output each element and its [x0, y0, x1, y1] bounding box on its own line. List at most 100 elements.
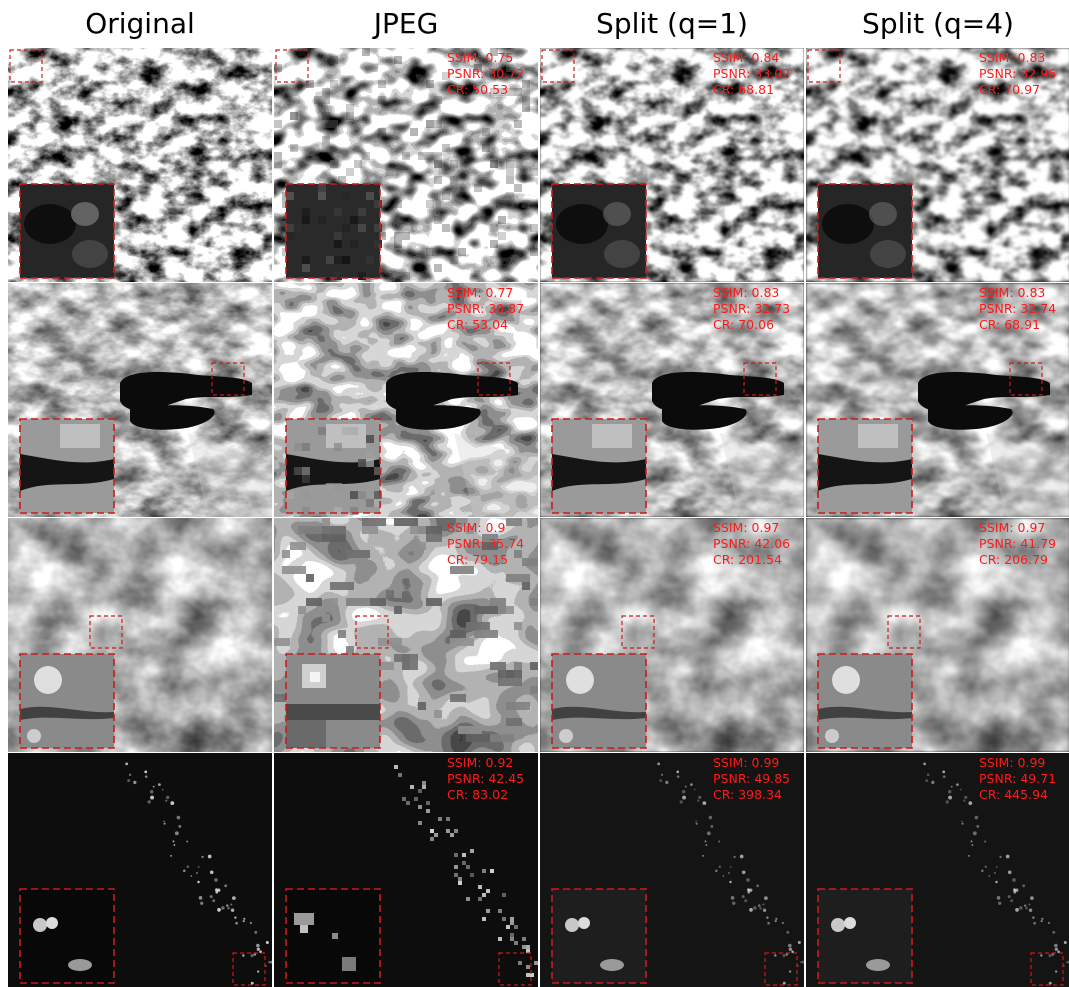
ssim-value: SSIM: 0.99 [979, 755, 1069, 771]
metrics-label: SSIM: 0.92 PSNR: 42.45 CR: 83.02 [447, 755, 538, 803]
ssim-label: SSIM: [713, 755, 748, 770]
zoom-inset [286, 184, 382, 280]
psnr-label: PSNR: [713, 536, 751, 551]
cr-label: CR: [447, 317, 469, 332]
psnr-value-number: 42.06 [754, 536, 791, 551]
cr-value: CR: 79.15 [447, 552, 538, 568]
cr-label: CR: [979, 787, 1001, 802]
psnr-label: PSNR: [979, 301, 1017, 316]
ssim-label: SSIM: [447, 520, 482, 535]
cr-value: CR: 70.06 [713, 317, 804, 333]
zoom-source-box [887, 615, 921, 649]
cr-value: CR: 53.04 [447, 317, 538, 333]
psnr-value: PSNR: 41.79 [979, 536, 1069, 552]
ssim-value-number: 0.84 [751, 50, 780, 65]
zoom-inset-border [551, 888, 647, 984]
zoom-inset [818, 654, 912, 748]
zoom-inset [20, 419, 114, 513]
metrics-label: SSIM: 0.75 PSNR: 30.72 CR: 50.53 [447, 50, 538, 98]
cr-label: CR: [447, 82, 469, 97]
metrics-label: SSIM: 0.77 PSNR: 30.87 CR: 53.04 [447, 285, 538, 333]
zoom-source-box [764, 952, 798, 986]
ssim-label: SSIM: [979, 285, 1014, 300]
zoom-inset-border [817, 418, 913, 514]
zoom-inset [20, 184, 114, 278]
column-title-jpeg: JPEG [373, 7, 439, 40]
psnr-value: PSNR: 30.72 [447, 66, 538, 82]
cr-value-number: 68.91 [1004, 317, 1041, 332]
ssim-value: SSIM: 0.84 [713, 50, 804, 66]
ssim-label: SSIM: [713, 520, 748, 535]
cr-value-number: 445.94 [1004, 787, 1048, 802]
image-panel-mountain-terrain-split-q1: SSIM: 0.84 PSNR: 33.02 CR: 68.81 [540, 48, 804, 282]
zoom-inset-border [19, 183, 115, 279]
zoom-inset [818, 184, 912, 278]
cr-value-number: 53.04 [472, 317, 509, 332]
psnr-value-number: 42.45 [488, 771, 525, 786]
zoom-inset-border [285, 653, 381, 749]
cr-label: CR: [713, 82, 735, 97]
psnr-value-number: 33.02 [754, 66, 791, 81]
cr-value: CR: 398.34 [713, 787, 804, 803]
ssim-value: SSIM: 0.97 [713, 520, 804, 536]
zoom-source-box [807, 49, 841, 83]
cr-value-number: 79.15 [472, 552, 509, 567]
zoom-source-box [232, 952, 266, 986]
zoom-inset-border [817, 653, 913, 749]
cr-label: CR: [979, 552, 1001, 567]
psnr-value: PSNR: 32.73 [713, 301, 804, 317]
cr-value: CR: 50.53 [447, 82, 538, 98]
zoom-inset-border [19, 888, 115, 984]
zoom-inset-border [19, 653, 115, 749]
ssim-value-number: 0.83 [1017, 285, 1046, 300]
ssim-value: SSIM: 0.97 [979, 520, 1069, 536]
zoom-inset [20, 654, 114, 748]
psnr-value: PSNR: 49.85 [713, 771, 804, 787]
zoom-inset-border [285, 418, 381, 514]
scene-image [806, 283, 1069, 517]
metrics-label: SSIM: 0.9 PSNR: 35.74 CR: 79.15 [447, 520, 538, 568]
psnr-value: PSNR: 32.96 [979, 66, 1069, 82]
image-panel-lake-landscape-jpeg: SSIM: 0.77 PSNR: 30.87 CR: 53.04 [274, 283, 538, 517]
zoom-inset-border [551, 418, 647, 514]
ssim-value-number: 0.75 [485, 50, 514, 65]
metrics-label: SSIM: 0.97 PSNR: 41.79 CR: 206.79 [979, 520, 1069, 568]
ssim-value: SSIM: 0.75 [447, 50, 538, 66]
ssim-label: SSIM: [447, 285, 482, 300]
cr-label: CR: [713, 787, 735, 802]
ssim-label: SSIM: [979, 520, 1014, 535]
ssim-value: SSIM: 0.92 [447, 755, 538, 771]
zoom-source-box [477, 362, 511, 396]
psnr-value: PSNR: 35.74 [447, 536, 538, 552]
ssim-value-number: 0.97 [751, 520, 780, 535]
zoom-inset [20, 889, 114, 983]
image-panel-mountain-terrain-original [8, 48, 272, 282]
image-panel-lake-landscape-original [8, 283, 272, 517]
cr-label: CR: [713, 317, 735, 332]
image-panel-dark-night-lights-split-q1: SSIM: 0.99 PSNR: 49.85 CR: 398.34 [540, 753, 804, 987]
image-panel-cloud-cover-original [8, 518, 272, 752]
metrics-label: SSIM: 0.84 PSNR: 33.02 CR: 68.81 [713, 50, 804, 98]
zoom-source-box [621, 615, 655, 649]
psnr-value-number: 49.85 [754, 771, 791, 786]
image-panel-cloud-cover-jpeg: SSIM: 0.9 PSNR: 35.74 CR: 79.15 [274, 518, 538, 752]
metrics-label: SSIM: 0.83 PSNR: 32.74 CR: 68.91 [979, 285, 1069, 333]
image-panel-dark-night-lights-original [8, 753, 272, 987]
cr-value-number: 70.97 [1004, 82, 1041, 97]
column-title-split-q1: Split (q=1) [596, 7, 748, 40]
image-panel-mountain-terrain-jpeg: SSIM: 0.75 PSNR: 30.72 CR: 50.53 [274, 48, 538, 282]
zoom-source-box [9, 49, 43, 83]
cr-label: CR: [979, 317, 1001, 332]
cr-label: CR: [447, 552, 469, 567]
psnr-value-number: 41.79 [1020, 536, 1057, 551]
cr-value: CR: 201.54 [713, 552, 804, 568]
ssim-label: SSIM: [713, 285, 748, 300]
cr-value-number: 68.81 [738, 82, 775, 97]
ssim-value: SSIM: 0.83 [979, 50, 1069, 66]
psnr-label: PSNR: [979, 771, 1017, 786]
zoom-inset [286, 419, 382, 515]
cr-value: CR: 445.94 [979, 787, 1069, 803]
cr-label: CR: [713, 552, 735, 567]
zoom-inset [286, 889, 380, 983]
cr-label: CR: [447, 787, 469, 802]
